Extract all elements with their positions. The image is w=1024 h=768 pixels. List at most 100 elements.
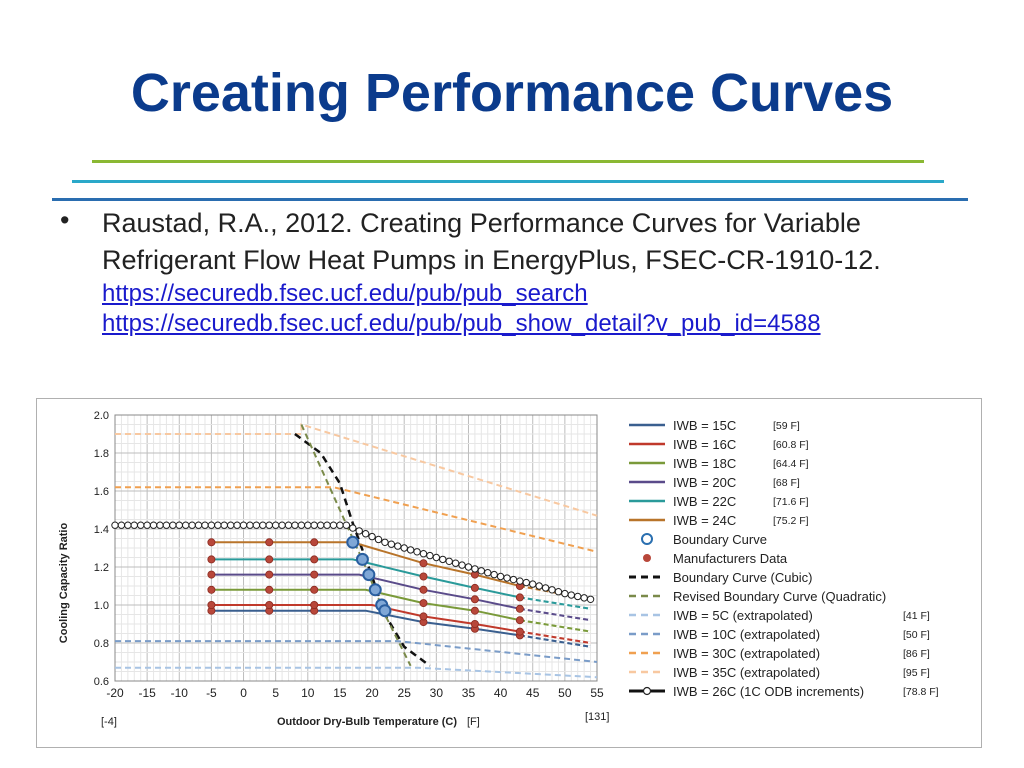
iwb26-marker (496, 572, 505, 581)
legend-fahrenheit-label: [86 F] (903, 648, 930, 660)
iwb26-marker (175, 521, 183, 529)
legend-item-6: Boundary Curve (641, 532, 767, 547)
legend-fahrenheit-label: [41 F] (903, 610, 930, 622)
manufacturer-data-point (265, 570, 274, 579)
legend-label: IWB = 35C (extrapolated) (673, 665, 820, 680)
x-tick-label: 30 (430, 686, 444, 700)
legend-fahrenheit-label: [95 F] (903, 667, 930, 679)
x-right-annotation: [131] (585, 711, 609, 723)
series-iwb-35c-extrapolated-line (115, 423, 598, 517)
performance-chart-figure: -20 -15 -10 -5 0 5 10 15 20 25 30 35 40 45 50 55 0.6 0.8 1… (36, 398, 982, 748)
legend-fahrenheit-label: [59 F] (773, 420, 800, 432)
iwb26-marker (413, 548, 421, 556)
legend-item-1: IWB = 16C [60.8 F] (629, 437, 809, 452)
x-tick-label: 50 (558, 686, 572, 700)
x-tick-label: 15 (333, 686, 347, 700)
iwb26-marker (426, 551, 434, 560)
legend-fahrenheit-label: [68 F] (773, 477, 800, 489)
manufacturer-data-point (207, 585, 216, 594)
iwb26-marker (239, 521, 248, 529)
x-tick-label: 55 (590, 686, 604, 700)
iwb26-marker (259, 521, 267, 529)
iwb26-marker (406, 546, 415, 554)
iwb26-marker (117, 521, 126, 529)
legend-item-8: Boundary Curve (Cubic) (629, 570, 812, 585)
legend-item-12: IWB = 30C (extrapolated) [86 F] (629, 646, 930, 661)
iwb26-marker (246, 521, 254, 529)
boundary-marker (378, 604, 392, 618)
manufacturer-data-point (310, 585, 319, 594)
iwb26-marker (509, 575, 518, 584)
iwb26-marker (124, 521, 132, 529)
manufacturer-data-point (265, 600, 274, 609)
iwb26-marker (419, 550, 428, 558)
legend-label: IWB = 24C (673, 513, 736, 528)
legend-label: Manufacturers Data (673, 551, 788, 566)
iwb26-marker (554, 588, 563, 596)
series-iwb-30c-extrapolated-line (115, 486, 598, 553)
manufacturer-data-point (470, 606, 479, 615)
iwb26-marker (387, 540, 396, 548)
iwb26-marker (226, 521, 235, 529)
iwb26-marker (574, 592, 582, 601)
x-unit-annotation: [F] (467, 716, 480, 728)
series-iwb-16c-extrap (519, 630, 591, 644)
iwb26-marker (471, 565, 479, 573)
iwb26-marker (220, 521, 228, 529)
pub-detail-link[interactable]: https://securedb.fsec.ucf.edu/pub/pub_sh… (102, 310, 821, 337)
iwb26-marker (374, 535, 383, 544)
legend-label: Revised Boundary Curve (Quadratic) (673, 589, 886, 604)
iwb26-marker (484, 569, 492, 577)
legend-label: IWB = 30C (extrapolated) (673, 646, 820, 661)
y-tick-label: 0.6 (94, 676, 109, 688)
legend-label: IWB = 16C (673, 437, 736, 452)
iwb26-marker (477, 567, 486, 575)
iwb26-marker (162, 521, 171, 529)
series-iwb-20c-extrap (519, 607, 591, 622)
iwb26-marker (516, 577, 524, 585)
legend-item-4: IWB = 22C [71.6 F] (629, 494, 809, 509)
iwb26-marker (143, 521, 151, 529)
manufacturer-data-point (207, 600, 216, 609)
manufacturer-data-point (470, 583, 479, 592)
iwb26-marker (445, 557, 453, 566)
citation-text: Raustad, R.A., 2012. Creating Performanc… (102, 208, 881, 275)
manufacturer-data-point (310, 600, 319, 609)
legend-item-0: IWB = 15C [59 F] (629, 418, 800, 433)
iwb26-marker (336, 521, 344, 529)
iwb26-marker (349, 524, 357, 532)
iwb26-marker (541, 584, 550, 592)
plot-frame (114, 414, 598, 682)
manufacturer-data-point (470, 595, 479, 604)
x-tick-label: 45 (526, 686, 540, 700)
manufacturer-data-point (515, 604, 524, 613)
legend-fahrenheit-label: [60.8 F] (773, 439, 809, 451)
iwb26-marker (400, 544, 408, 552)
iwb26-marker (149, 521, 158, 529)
x-tick-label: 10 (301, 686, 315, 700)
legend-label: IWB = 26C (1C ODB increments) (673, 684, 864, 699)
legend-label: IWB = 15C (673, 418, 736, 433)
iwb26-marker (130, 521, 138, 529)
iwb26-marker (580, 594, 588, 602)
slide-title: Creating Performance Curves (130, 63, 894, 123)
legend-fahrenheit-label: [64.4 F] (773, 458, 809, 470)
iwb26-marker (522, 578, 531, 587)
divider-cyan (72, 180, 944, 183)
legend-item-14: IWB = 26C (1C ODB increments) [78.8 F] (629, 684, 939, 699)
divider-blue (52, 198, 968, 201)
iwb26-marker (252, 521, 261, 529)
iwb26-marker (561, 589, 569, 598)
y-tick-label: 1.8 (94, 448, 109, 460)
series-iwb-18c-extrap (519, 619, 591, 633)
iwb26-marker (535, 582, 543, 590)
iwb26-marker (137, 521, 145, 529)
pub-search-link[interactable]: https://securedb.fsec.ucf.edu/pub/pub_se… (102, 280, 588, 307)
iwb26-marker (201, 521, 209, 529)
iwb26-marker (169, 521, 177, 529)
x-tick-label: 0 (240, 686, 247, 700)
iwb26-marker (329, 521, 338, 529)
y-tick-label: 1.2 (94, 562, 109, 574)
x-tick-label: -10 (171, 686, 189, 700)
iwb26-marker (464, 563, 473, 571)
